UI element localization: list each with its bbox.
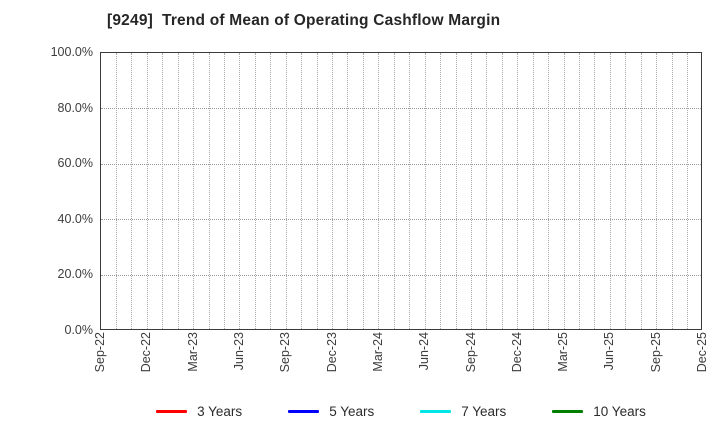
vertical-gridline [362, 53, 364, 329]
legend-item-3-years: 3 Years [156, 404, 242, 419]
x-tick-label: Sep-22 [93, 332, 107, 373]
vertical-gridline [332, 53, 334, 329]
vertical-gridline [146, 53, 148, 329]
y-tick-label: 20.0% [57, 267, 93, 282]
legend-label: 5 Years [329, 404, 375, 419]
x-tick-label: Dec-24 [509, 332, 524, 373]
vertical-gridline [115, 53, 117, 329]
vertical-gridline [424, 53, 426, 329]
legend-label: 7 Years [461, 404, 507, 419]
vertical-gridline [470, 53, 472, 329]
x-tick-label: Dec-25 [695, 332, 709, 373]
vertical-gridline [501, 53, 503, 329]
vertical-gridline [208, 53, 210, 329]
vertical-gridline [455, 53, 457, 329]
horizontal-gridline [101, 108, 701, 110]
x-tick-label: Jun-25 [602, 332, 617, 371]
vertical-gridline [316, 53, 318, 329]
vertical-gridline [409, 53, 411, 329]
x-tick-label: Sep-23 [278, 332, 293, 373]
vertical-gridline [609, 53, 611, 329]
x-tick-label: Jun-23 [231, 332, 246, 371]
y-tick-label: 80.0% [57, 100, 93, 115]
y-tick-label: 40.0% [57, 211, 93, 226]
vertical-gridline [378, 53, 380, 329]
vertical-gridline [687, 53, 689, 329]
vertical-gridline [594, 53, 596, 329]
plot-area [100, 52, 702, 330]
vertical-gridline [285, 53, 287, 329]
vertical-gridline [625, 53, 627, 329]
vertical-gridline [131, 53, 133, 329]
y-tick-label: 100.0% [50, 45, 93, 59]
legend-line-swatch [288, 410, 320, 413]
legend: 3 Years 5 Years 7 Years 10 Years [100, 404, 702, 419]
legend-item-10-years: 10 Years [552, 404, 646, 419]
legend-item-7-years: 7 Years [420, 404, 506, 419]
x-tick-label: Jun-24 [417, 332, 432, 371]
vertical-gridline [579, 53, 580, 329]
vertical-gridline [193, 53, 195, 329]
legend-item-5-years: 5 Years [288, 404, 374, 419]
vertical-gridline [393, 53, 395, 329]
vertical-gridline [671, 53, 673, 329]
legend-line-swatch [420, 410, 452, 413]
legend-label: 10 Years [593, 404, 646, 419]
x-tick-label: Mar-25 [556, 332, 571, 372]
x-tick-label: Sep-25 [648, 332, 663, 373]
x-tick-label: Mar-24 [370, 332, 385, 372]
vertical-gridline [563, 53, 565, 329]
vertical-gridline [162, 53, 164, 329]
chart-title: [9249] Trend of Mean of Operating Cashfl… [107, 12, 501, 29]
horizontal-gridline [101, 274, 701, 276]
vertical-gridline [254, 53, 256, 329]
x-tick-label: Mar-23 [185, 332, 200, 372]
vertical-gridline [301, 53, 303, 329]
vertical-gridline [223, 53, 225, 329]
vertical-gridline [532, 53, 534, 329]
legend-line-swatch [552, 410, 584, 413]
horizontal-gridline [101, 163, 701, 165]
horizontal-gridline [101, 219, 701, 221]
vertical-gridline [239, 53, 241, 329]
vertical-gridline [347, 53, 349, 329]
vertical-gridline [517, 53, 519, 329]
vertical-gridline [640, 53, 642, 329]
x-tick-label: Sep-24 [463, 332, 478, 373]
x-tick-label: Dec-22 [139, 332, 154, 373]
legend-label: 3 Years [197, 404, 243, 419]
y-tick-label: 60.0% [57, 156, 93, 171]
y-tick-label: 0.0% [64, 323, 94, 337]
vertical-gridline [548, 53, 550, 329]
legend-line-swatch [156, 410, 188, 413]
vertical-gridline [177, 53, 179, 329]
vertical-gridline [656, 53, 658, 329]
vertical-gridline [440, 53, 442, 329]
vertical-gridline [270, 53, 272, 329]
x-tick-label: Dec-23 [324, 332, 339, 373]
vertical-gridline [486, 53, 488, 329]
